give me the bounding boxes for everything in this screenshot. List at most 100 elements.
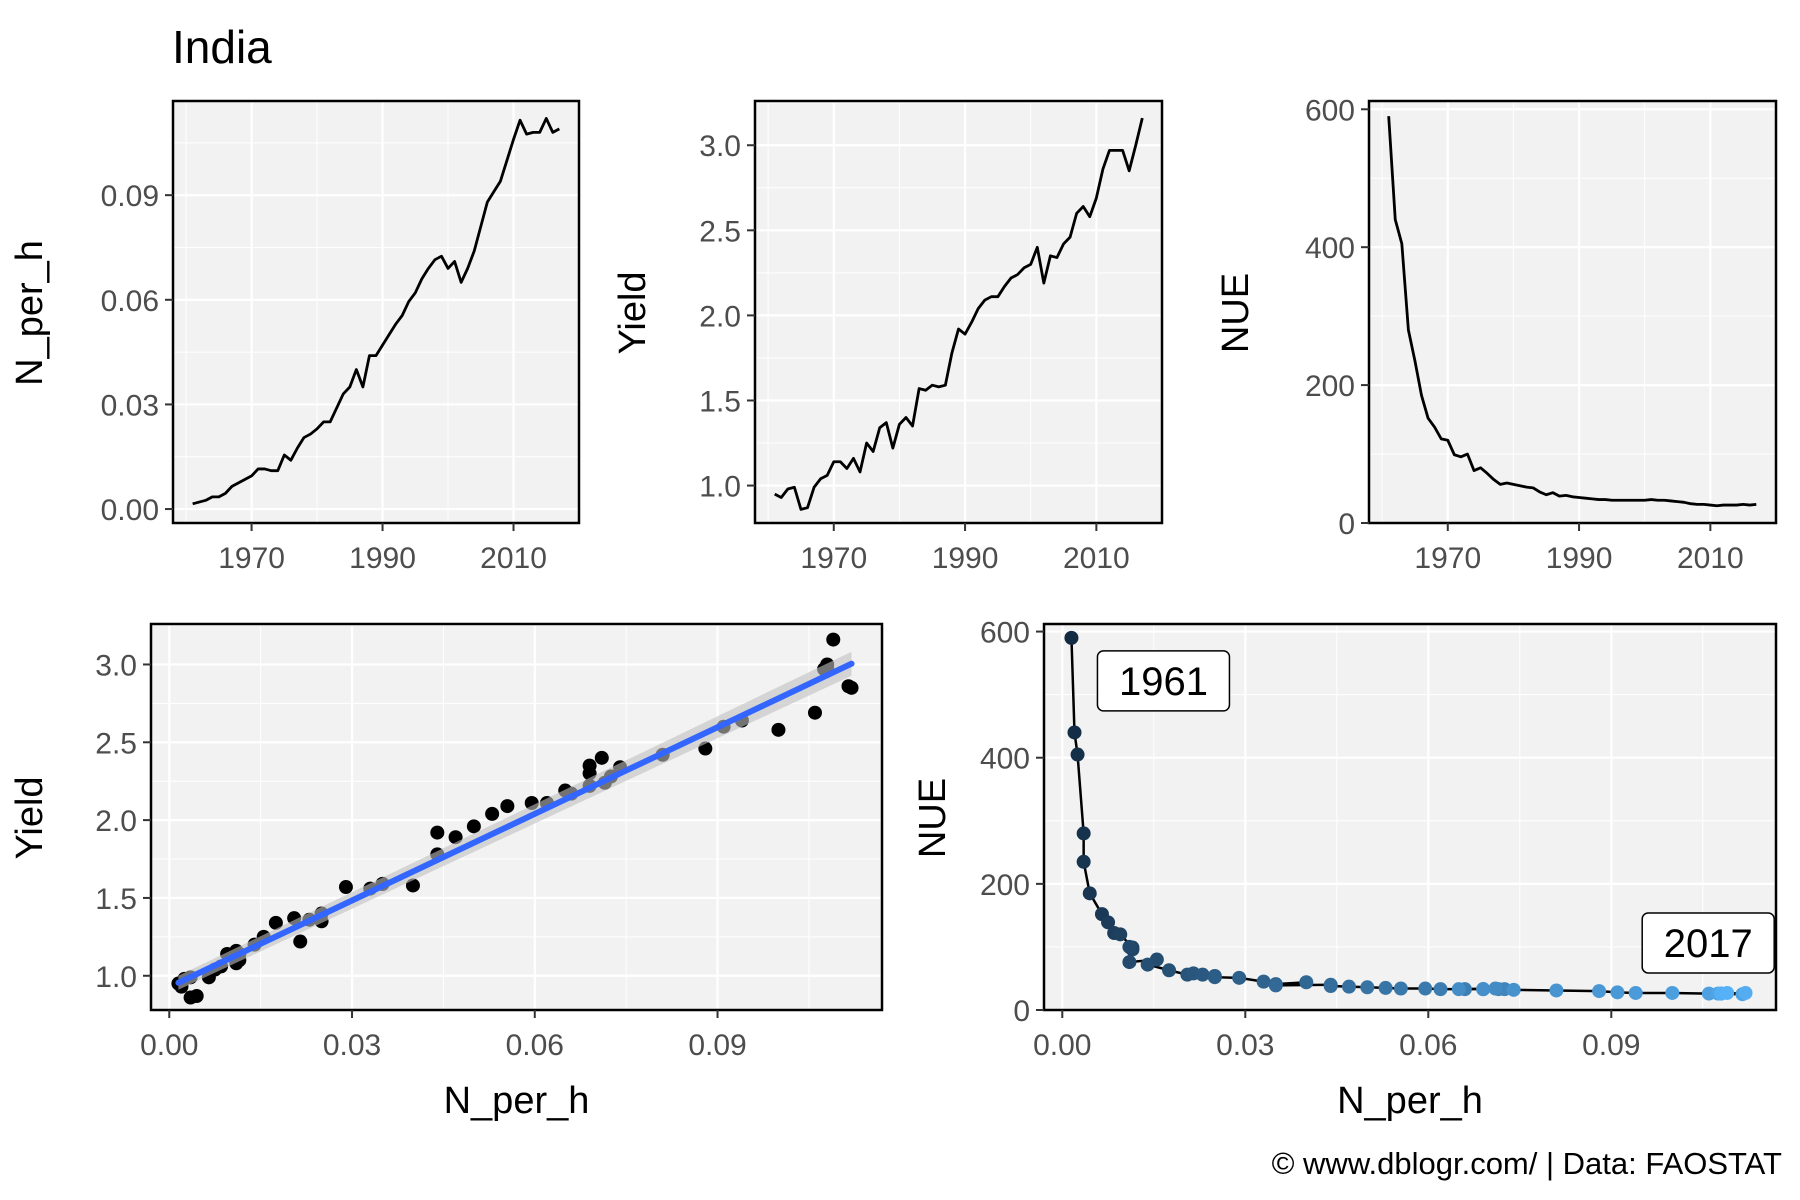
series-point	[1418, 981, 1433, 996]
series-point	[1076, 854, 1091, 869]
panels: 1970 1990 2010 0.00 0.03 0.06 0.09 N_per_h 1970 1…	[9, 94, 1778, 1122]
chart-panel-n_per_h_time: 1970 1990 2010 0.00 0.03 0.06 0.09 N_per_h	[9, 99, 581, 575]
y-axis-title: NUE	[912, 778, 954, 858]
y-tick-label: 200	[1305, 370, 1355, 403]
panel-background	[755, 101, 1162, 523]
x-tick-label: 2010	[1677, 542, 1744, 575]
scatter-point	[582, 758, 597, 773]
series-point	[1506, 982, 1521, 997]
series-point	[1738, 985, 1753, 1000]
y-tick-label: 1.5	[699, 385, 741, 418]
series-point	[1140, 957, 1155, 972]
series-point	[1113, 927, 1128, 942]
scatter-point	[405, 878, 420, 893]
series-point	[1720, 985, 1735, 1000]
annotation-label: 1961	[1119, 660, 1208, 704]
y-axis-title: N_per_h	[9, 240, 51, 386]
series-point	[1299, 975, 1314, 990]
annotation-label-box	[1096, 650, 1231, 712]
panel-background	[1369, 101, 1776, 523]
panel-border	[1042, 622, 1778, 1012]
y-tick-label: 2.0	[699, 300, 741, 333]
x-tick-label: 2010	[480, 542, 547, 575]
series-point	[1162, 963, 1177, 978]
series-point	[1076, 826, 1091, 841]
y-tick-label: 0.00	[101, 494, 159, 527]
series-point	[1451, 982, 1466, 997]
series-point	[1393, 981, 1408, 996]
page-title: India	[172, 21, 272, 73]
panel-border	[149, 622, 884, 1012]
series-point	[1256, 974, 1271, 989]
series-point	[1665, 985, 1680, 1000]
panel-border	[1367, 99, 1778, 525]
y-axis-title: Yield	[9, 776, 51, 859]
y-tick-label: 1.5	[95, 883, 137, 916]
annotation-label-box	[1641, 912, 1775, 974]
x-tick-label: 1970	[800, 542, 867, 575]
x-tick-label: 1990	[932, 542, 999, 575]
y-tick-label: 3.0	[95, 649, 137, 682]
chart-panel-yield_time: 1970 1990 2010 1.0 1.5 2.0 2.5 3.0 Yield	[612, 99, 1164, 575]
scatter-point	[844, 680, 859, 695]
panel-border	[753, 99, 1164, 525]
x-axis-title: N_per_h	[444, 1080, 590, 1122]
x-tick-label: 1990	[1546, 542, 1613, 575]
series-point	[1476, 982, 1491, 997]
series-point	[1342, 979, 1356, 994]
scatter-point	[807, 705, 822, 720]
series-line	[1387, 116, 1757, 508]
y-tick-label: 600	[1305, 94, 1355, 127]
series-point	[1232, 970, 1247, 985]
x-tick-label: 1970	[218, 542, 285, 575]
series-point	[1122, 955, 1137, 970]
series-line	[774, 117, 1144, 511]
fit-line	[175, 660, 855, 986]
scatter-point	[594, 750, 609, 765]
y-tick-label: 2.5	[95, 727, 137, 760]
series-point	[1082, 886, 1097, 901]
y-tick-label: 0.06	[101, 285, 159, 318]
series-point	[1064, 630, 1079, 645]
y-tick-label: 1.0	[699, 471, 741, 504]
scatter-point	[485, 806, 500, 821]
scatter-point	[338, 880, 353, 895]
scatter-point	[466, 819, 481, 834]
x-tick-label: 0.00	[140, 1029, 198, 1062]
series-point	[1067, 725, 1082, 740]
y-tick-label: 400	[980, 743, 1030, 776]
x-tick-label: 0.09	[1582, 1029, 1640, 1062]
series-point	[1195, 967, 1210, 982]
scatter-point	[771, 722, 786, 737]
annotation-label: 2017	[1664, 922, 1753, 966]
series-point	[1592, 984, 1607, 999]
scatter-point	[268, 915, 283, 930]
series-point	[1628, 985, 1643, 1000]
y-tick-label: 0	[1013, 995, 1030, 1028]
panel-border	[171, 99, 581, 525]
x-tick-label: 0.00	[1033, 1029, 1091, 1062]
series-line	[192, 117, 561, 506]
y-axis-title: Yield	[612, 271, 654, 354]
caption: © www.dblogr.com/ | Data: FAOSTAT	[1272, 1146, 1782, 1181]
scatter-point	[826, 632, 841, 647]
series-point	[1488, 981, 1503, 996]
series-point	[1360, 980, 1375, 995]
series-point	[1610, 985, 1625, 1000]
scatter-point	[500, 799, 515, 814]
scatter-point	[293, 934, 308, 949]
x-tick-label: 0.03	[1216, 1029, 1274, 1062]
series-point	[1207, 970, 1222, 985]
chart-panel-yield_vs_n: 0.00 0.03 0.06 0.09 1.0 1.5 2.0 2.5 3.0 Yield N_pe…	[9, 622, 884, 1122]
series-point	[1122, 939, 1137, 954]
x-tick-label: 1970	[1414, 542, 1481, 575]
y-tick-label: 1.0	[95, 961, 137, 994]
y-tick-label: 3.0	[699, 130, 741, 163]
series-point	[1101, 915, 1116, 930]
y-tick-label: 600	[980, 617, 1030, 650]
y-tick-label: 400	[1305, 232, 1355, 265]
series-point	[1433, 982, 1448, 997]
y-tick-label: 0	[1338, 508, 1355, 541]
y-axis-title: NUE	[1215, 273, 1257, 353]
